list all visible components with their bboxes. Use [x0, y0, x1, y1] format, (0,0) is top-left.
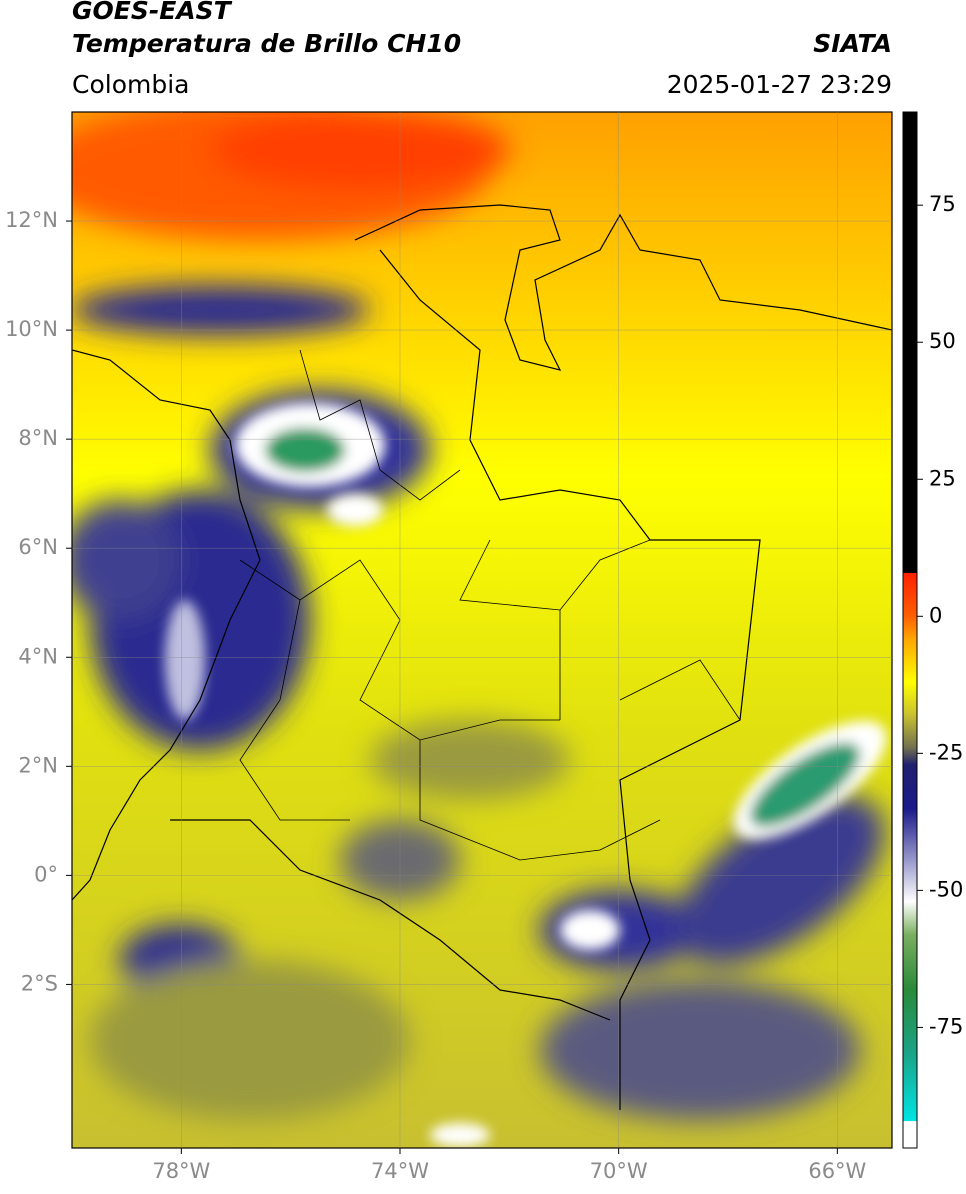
colorbar-tick-label: 50	[929, 329, 956, 353]
colorbar-segment	[903, 764, 917, 809]
source: SIATA	[813, 29, 892, 58]
colorbar-segment	[903, 1054, 917, 1122]
y-tick-label: 4°N	[18, 644, 58, 668]
x-tick-label: 66°W	[808, 1159, 866, 1183]
colorbar-segment	[903, 808, 917, 864]
y-tick-label: 0°	[34, 862, 58, 886]
colorbar-tick-label: -25	[929, 740, 963, 764]
colorbar-segment	[903, 682, 917, 716]
colorbar-segment	[903, 112, 917, 573]
colorbar-tick-label: 0	[929, 603, 942, 627]
colorbar-segment	[903, 934, 917, 990]
x-tick-label: 70°W	[590, 1159, 648, 1183]
y-tick-label: 8°N	[18, 426, 58, 450]
colorbar-frame	[902, 111, 918, 1149]
colorbar-segment	[903, 616, 917, 639]
region: Colombia	[72, 70, 189, 99]
y-tick-label: 12°N	[5, 208, 58, 232]
x-tick-label: 74°W	[371, 1159, 429, 1183]
y-tick-label: 6°N	[18, 535, 58, 559]
colorbar-segment	[903, 862, 917, 902]
subtitle: Temperatura de Brillo CH10	[72, 29, 461, 58]
satellite-image	[72, 112, 892, 1148]
x-tick-label: 78°W	[152, 1159, 210, 1183]
colorbar-tick-label: 75	[929, 192, 956, 216]
map-frame	[71, 111, 893, 1149]
colorbar-segment	[903, 901, 917, 935]
colorbar-segment	[903, 747, 917, 765]
colorbar-segment	[903, 989, 917, 1056]
colorbar-segment	[903, 638, 917, 683]
colorbar-segment	[903, 572, 917, 617]
datetime: 2025-01-27 23:29	[667, 70, 892, 99]
y-tick-label: 2°S	[21, 971, 58, 995]
colorbar-tick-label: -50	[929, 877, 963, 901]
colorbar-segment	[903, 1120, 917, 1149]
title: GOES-EAST	[72, 0, 233, 25]
colorbar-tick-label: -75	[929, 1014, 963, 1038]
y-tick-label: 10°N	[5, 317, 58, 341]
colorbar-tick-label: 25	[929, 466, 956, 490]
colorbar-segment	[903, 714, 917, 749]
y-tick-label: 2°N	[18, 753, 58, 777]
